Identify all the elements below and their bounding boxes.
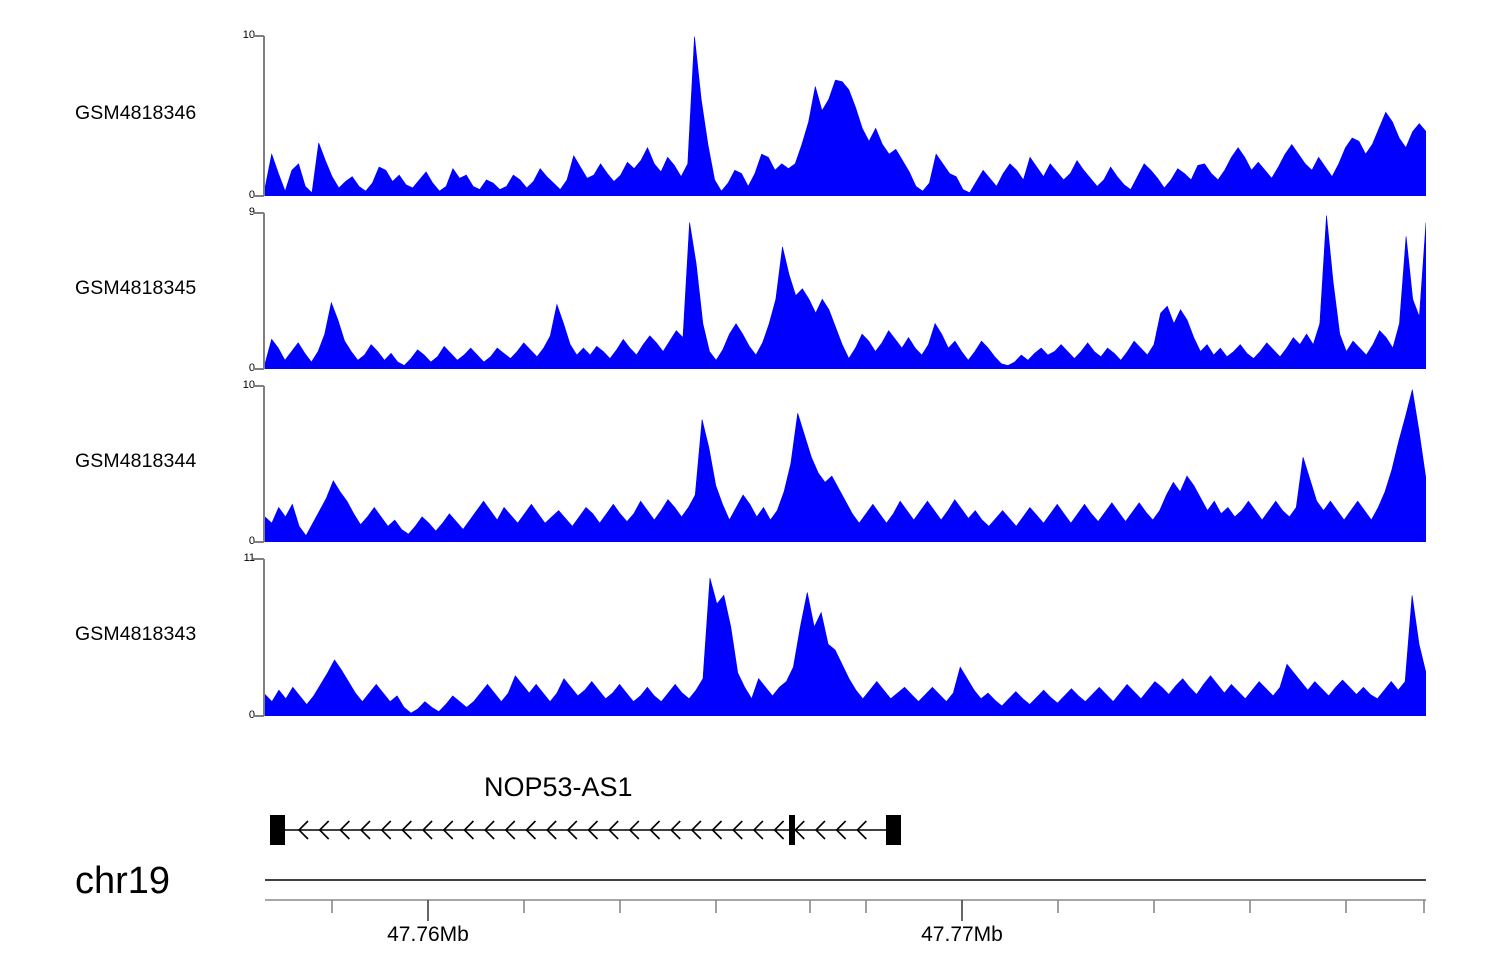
- coverage-area-plot[interactable]: [265, 558, 1426, 716]
- y-axis-bracket: [253, 558, 265, 717]
- y-axis-min-label: 0: [248, 535, 255, 547]
- y-axis-bracket: [253, 35, 265, 197]
- track-sample-label: GSM4818345: [75, 276, 197, 299]
- gene-annotation-track: NOP53-AS1: [0, 760, 1500, 865]
- genome-coordinate-axis: chr19 47.76Mb 47.77Mb: [0, 860, 1500, 980]
- chromosome-label: chr19: [75, 860, 171, 902]
- coverage-track: GSM4818346 10 0: [0, 29, 1500, 210]
- gene-model-graphics: [270, 815, 901, 845]
- y-axis-max-label: 10: [242, 379, 255, 391]
- axis-graphics: 47.76Mb 47.77Mb: [0, 865, 1500, 980]
- coverage-track: GSM4818343 11 0: [0, 552, 1500, 730]
- y-axis-min-label: 0: [248, 709, 255, 721]
- genome-axis-graphics: [265, 879, 1426, 921]
- coverage-track: GSM4818345 9 0: [0, 206, 1500, 383]
- coverage-area-plot[interactable]: [265, 35, 1426, 196]
- y-axis-max-label: 9: [248, 206, 255, 218]
- genome-axis-tick-label: 47.76Mb: [387, 923, 469, 946]
- gene-model[interactable]: [0, 810, 1500, 850]
- track-sample-label: GSM4818344: [75, 449, 197, 472]
- y-axis-bracket: [253, 212, 265, 370]
- y-axis-min-label: 0: [248, 189, 255, 201]
- y-axis-min-label: 0: [248, 362, 255, 374]
- coverage-area-plot[interactable]: [265, 212, 1426, 369]
- genome-axis-tick-label: 47.77Mb: [921, 923, 1003, 946]
- y-axis-max-label: 10: [242, 29, 255, 41]
- coverage-track: GSM4818344 10 0: [0, 379, 1500, 556]
- track-sample-label: GSM4818346: [75, 101, 197, 124]
- gene-name-label: NOP53-AS1: [484, 772, 633, 802]
- track-sample-label: GSM4818343: [75, 623, 197, 645]
- coverage-area-plot[interactable]: [265, 385, 1426, 542]
- y-axis-bracket: [253, 385, 265, 543]
- y-axis-max-label: 11: [243, 552, 255, 564]
